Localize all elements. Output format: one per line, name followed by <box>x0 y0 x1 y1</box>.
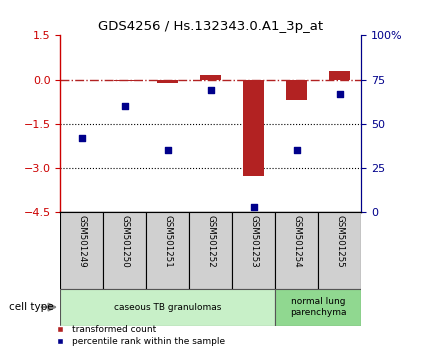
Text: normal lung
parenchyma: normal lung parenchyma <box>290 297 347 317</box>
Bar <box>114 80 135 81</box>
Bar <box>60 289 275 326</box>
Point <box>293 148 300 153</box>
Point <box>250 204 257 210</box>
Title: GDS4256 / Hs.132343.0.A1_3p_at: GDS4256 / Hs.132343.0.A1_3p_at <box>98 20 323 33</box>
Bar <box>275 212 318 289</box>
Point <box>164 148 171 153</box>
Bar <box>200 75 221 80</box>
Point <box>336 91 343 97</box>
Bar <box>189 212 232 289</box>
Bar <box>60 212 103 289</box>
Bar <box>232 212 275 289</box>
Point <box>78 135 85 141</box>
Bar <box>329 71 350 80</box>
Bar <box>243 80 264 176</box>
Legend: transformed count, percentile rank within the sample: transformed count, percentile rank withi… <box>47 321 229 349</box>
Bar <box>286 80 307 100</box>
Bar <box>318 212 361 289</box>
Text: GSM501254: GSM501254 <box>292 215 301 267</box>
Bar <box>157 80 178 82</box>
Text: GSM501255: GSM501255 <box>335 215 344 267</box>
Bar <box>146 212 189 289</box>
Text: GSM501252: GSM501252 <box>206 215 215 267</box>
Text: cell type: cell type <box>9 302 53 312</box>
Text: caseous TB granulomas: caseous TB granulomas <box>114 303 221 312</box>
Point <box>207 87 214 93</box>
Text: GSM501253: GSM501253 <box>249 215 258 267</box>
Text: GSM501250: GSM501250 <box>120 215 129 267</box>
Bar <box>275 289 361 326</box>
Text: GSM501251: GSM501251 <box>163 215 172 267</box>
Text: GSM501249: GSM501249 <box>77 215 86 267</box>
Bar <box>103 212 146 289</box>
Point <box>121 103 128 109</box>
